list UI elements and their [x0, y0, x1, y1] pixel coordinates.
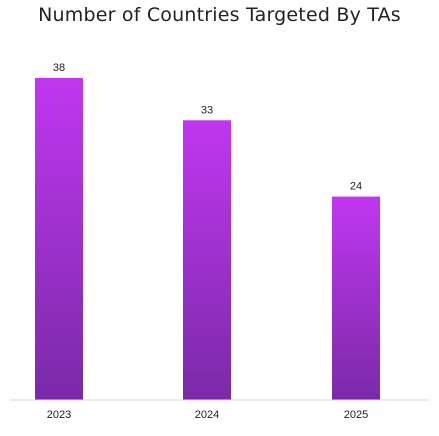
bar-2025	[332, 196, 380, 400]
x-tick-label-2024: 2024	[195, 409, 219, 421]
x-tick-label-2023: 2023	[47, 409, 71, 421]
chart-title: Number of Countries Targeted By TAs	[38, 4, 401, 26]
data-label-2025: 24	[350, 181, 362, 193]
bars-layer: 38 2023 33 2024 24 2025	[35, 62, 380, 421]
bar-2023	[35, 77, 83, 401]
x-tick-label-2025: 2025	[344, 409, 368, 421]
bar-2024	[183, 120, 231, 401]
data-label-2024: 33	[201, 104, 213, 116]
data-label-2023: 38	[53, 62, 65, 74]
